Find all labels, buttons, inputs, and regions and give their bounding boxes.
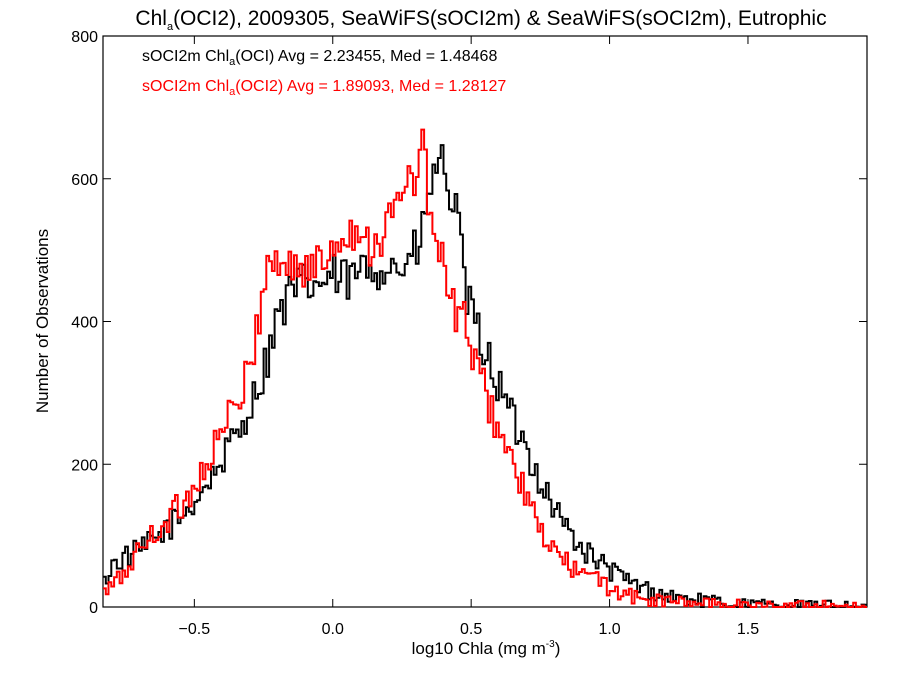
chart-title: Chla(OCI2), 2009305, SeaWiFS(sOCI2m) & S…: [135, 7, 826, 33]
legend-entry-red: sOCI2m Chla(OCI2) Avg = 1.89093, Med = 1…: [142, 78, 506, 98]
title-subscript: a: [167, 21, 174, 33]
legend-red-post: (OCI2) Avg = 1.89093, Med = 1.28127: [235, 78, 506, 95]
x-tick-label-0: −0.5: [179, 621, 211, 638]
title-rest: (OCI2), 2009305, SeaWiFS(sOCI2m) & SeaWi…: [173, 7, 827, 30]
series-layer: [103, 128, 867, 608]
y-tick-label-0: 0: [89, 600, 98, 617]
series-line-1: [103, 128, 867, 608]
y-tick-label-1: 200: [71, 457, 98, 474]
legend-black-sub: a: [229, 56, 236, 68]
y-tick-label-4: 800: [71, 29, 98, 46]
x-tick-label-4: 1.5: [737, 621, 759, 638]
y-tick-label-2: 400: [71, 315, 98, 332]
legend-red-sub: a: [229, 86, 236, 98]
legend-entry-black: sOCI2m Chla(OCI) Avg = 2.23455, Med = 1.…: [142, 48, 497, 68]
x-tick-label-1: 0.0: [322, 621, 344, 638]
x-axis-ticks: −0.5 0.0 0.5 1.0 1.5: [179, 36, 759, 638]
x-tick-label-2: 0.5: [460, 621, 482, 638]
plot-frame: [102, 35, 868, 608]
legend-black-post: (OCI) Avg = 2.23455, Med = 1.48468: [235, 48, 497, 65]
legend-red-pre: sOCI2m Chl: [142, 78, 229, 95]
series-line-0: [103, 144, 867, 608]
legend-black-pre: sOCI2m Chl: [142, 48, 229, 65]
y-axis-label: Number of Observations: [33, 229, 52, 413]
x-axis-label-main: log10 Chla (mg m: [412, 639, 546, 658]
title-prefix: Chl: [135, 7, 167, 30]
x-axis-label-close: ): [555, 639, 561, 658]
y-tick-label-3: 600: [71, 172, 98, 189]
x-axis-label: log10 Chla (mg m-3): [412, 639, 561, 658]
y-axis-ticks: 0 200 400 600 800: [71, 29, 867, 617]
x-axis-label-sup: -3: [546, 639, 555, 650]
x-tick-label-3: 1.0: [598, 621, 620, 638]
